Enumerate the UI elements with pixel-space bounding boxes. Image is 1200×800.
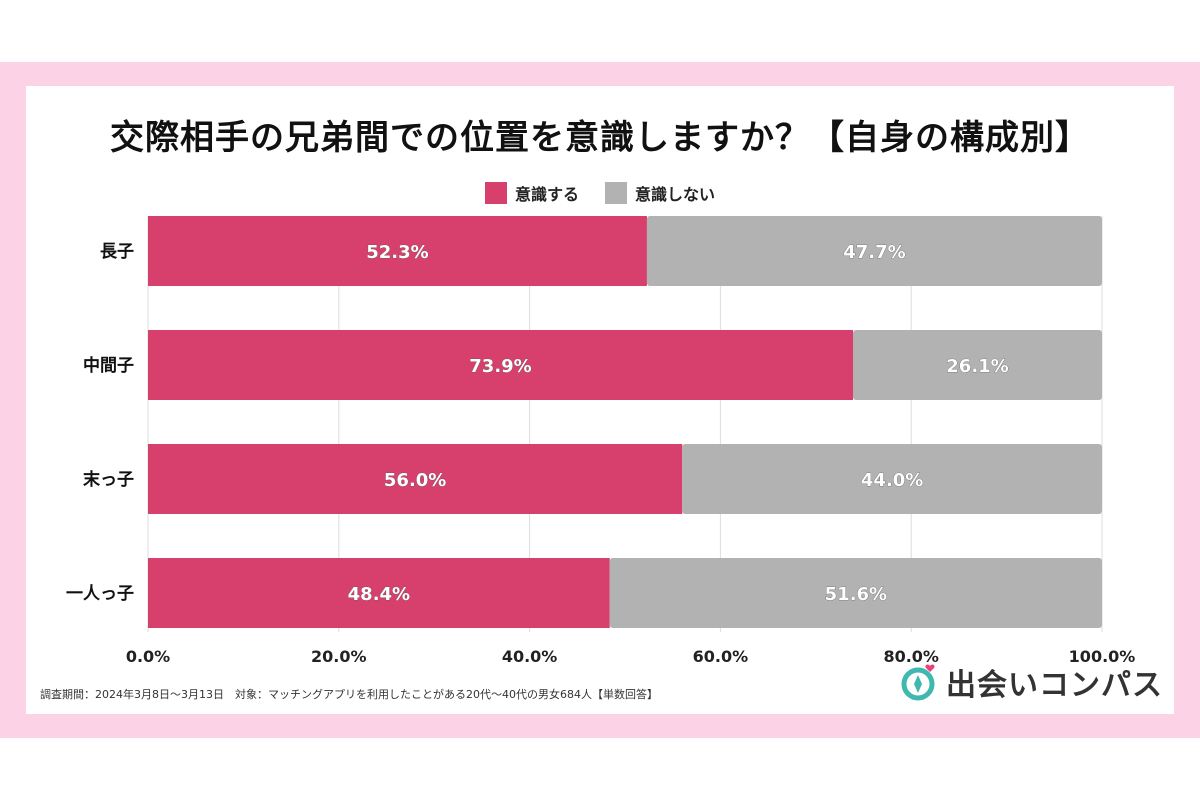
bar-segment xyxy=(148,216,647,286)
x-tick-label: 60.0% xyxy=(693,647,749,666)
bar-segment xyxy=(148,330,854,400)
legend-label-not-aware: 意識しない xyxy=(635,185,716,204)
category-label: 中間子 xyxy=(83,355,134,376)
legend: 意識する 意識しない xyxy=(0,181,1200,205)
data-label: 48.4% xyxy=(348,584,410,605)
bar-segment xyxy=(148,558,610,628)
bar-segment xyxy=(646,216,1102,286)
brand-logo: 出会いコンパス xyxy=(900,660,1163,704)
data-label: 51.6% xyxy=(825,584,887,605)
legend-swatch-aware xyxy=(484,182,507,204)
bar-segment xyxy=(148,444,683,514)
bar-segment xyxy=(609,558,1102,628)
legend-swatch-not-aware xyxy=(605,182,627,204)
x-tick-label: 0.0% xyxy=(126,647,170,666)
data-label: 52.3% xyxy=(366,242,428,263)
category-label: 長子 xyxy=(100,242,134,262)
survey-note: 調査期間：2024年3月8日〜3月13日 対象：マッチングアプリを利用したことが… xyxy=(40,688,658,701)
data-label: 47.7% xyxy=(843,242,905,263)
bar-segment xyxy=(682,444,1102,514)
x-tick-label: 80.0% xyxy=(883,647,939,666)
category-label: 末っ子 xyxy=(83,469,134,490)
legend-item-not-aware: 意識しない xyxy=(605,181,715,205)
data-label: 56.0% xyxy=(384,470,446,491)
data-label: 73.9% xyxy=(469,356,531,377)
x-tick-label: 20.0% xyxy=(311,647,367,666)
bar-segment xyxy=(853,330,1102,400)
category-label: 一人っ子 xyxy=(66,584,134,604)
data-label: 26.1% xyxy=(946,356,1008,377)
chart-title: 交際相手の兄弟間での位置を意識しますか？【自身の構成別】 xyxy=(110,118,1090,158)
x-tick-label: 40.0% xyxy=(502,647,558,666)
legend-label-aware: 意識する xyxy=(514,185,579,204)
compass-heart-icon xyxy=(901,664,935,701)
legend-item-aware: 意識する xyxy=(484,181,579,205)
x-tick-label: 100.0% xyxy=(1069,647,1136,666)
logo-text: 出会いコンパス xyxy=(946,668,1163,703)
data-label: 44.0% xyxy=(861,470,923,491)
